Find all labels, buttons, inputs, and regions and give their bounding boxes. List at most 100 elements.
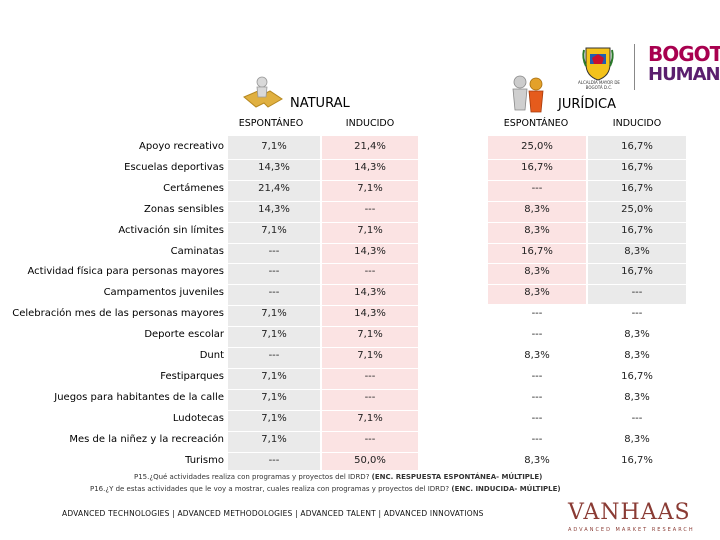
row-separator — [228, 367, 418, 369]
row-separator — [228, 200, 418, 202]
table-cell: 16,7% — [621, 141, 653, 152]
table-cell: 16,7% — [521, 161, 553, 173]
row-separator — [488, 305, 686, 307]
table-cell: 8,3% — [624, 391, 650, 403]
col-juridica-inducido: INDUCIDO — [612, 118, 662, 129]
note-p15: P15.¿Qué actividades realiza con program… — [134, 473, 543, 481]
bg-juridica-inducido — [588, 136, 686, 304]
row-label: Celebración mes de las personas mayores — [12, 308, 224, 320]
table-cell: --- — [268, 245, 280, 257]
row-separator — [228, 451, 418, 453]
row-separator — [488, 242, 686, 244]
table-cell: 16,7% — [621, 266, 653, 278]
row-label: Escuelas deportivas — [124, 161, 224, 173]
row-label: Juegos para habitantes de la calle — [54, 391, 224, 403]
table-cell: --- — [531, 308, 543, 320]
row-separator — [228, 179, 418, 181]
table-cell: 16,7% — [621, 454, 653, 466]
table-cell: 8,3% — [524, 203, 550, 215]
table-cell: --- — [364, 433, 376, 445]
table-cell: 7,1% — [261, 329, 287, 341]
table-cell: 21,4% — [354, 141, 386, 152]
table-cell: 16,7% — [621, 224, 653, 236]
seal-caption: ALCALDÍA MAYOR DE BOGOTÁ D.C. — [578, 80, 620, 90]
table-cell: 14,3% — [354, 161, 386, 173]
row-separator — [228, 305, 418, 307]
logo-divider — [634, 44, 635, 90]
row-label: Festiparques — [160, 370, 224, 382]
table-cell: 7,1% — [261, 433, 287, 445]
row-separator — [228, 242, 418, 244]
row-label: Certámenes — [163, 182, 224, 194]
group-natural-title: NATURAL — [290, 96, 350, 111]
table-cell: --- — [631, 308, 643, 320]
row-label: Zonas sensibles — [144, 203, 224, 215]
two-persons-icon — [512, 75, 544, 113]
row-label: Actividad física para personas mayores — [27, 266, 225, 278]
table-cell: 14,3% — [354, 245, 386, 257]
table-cell: --- — [531, 370, 543, 382]
row-separator — [488, 347, 686, 348]
table-cell: 7,1% — [357, 350, 383, 361]
row-separator — [488, 388, 686, 390]
table-cell: 8,3% — [524, 224, 550, 236]
table-cell: --- — [268, 350, 280, 361]
row-separator — [488, 409, 686, 411]
table-cell: 14,3% — [258, 161, 290, 173]
table-cell: 7,1% — [261, 391, 287, 403]
row-label: Activación sin límites — [118, 224, 224, 236]
row-label: Ludotecas — [172, 412, 224, 424]
row-label: Turismo — [185, 454, 224, 466]
table-cell: 7,1% — [357, 224, 383, 236]
row-label: Dunt — [199, 350, 224, 361]
table-cell: 7,1% — [261, 370, 287, 382]
row-label: Caminatas — [170, 245, 224, 257]
row-label: Mes de la niñez y la recreación — [69, 433, 224, 445]
table-cell: 14,3% — [258, 203, 290, 215]
footer-tagline: ADVANCED TECHNOLOGIES | ADVANCED METHODO… — [62, 509, 484, 518]
col-natural-inducido: INDUCIDO — [345, 118, 395, 129]
table-cell: --- — [268, 287, 280, 299]
table-cell: 16,7% — [621, 161, 653, 173]
brand-humana: HUMANA — [648, 64, 720, 85]
table-cell: --- — [268, 454, 280, 466]
table-cell: 7,1% — [261, 224, 287, 236]
table-cell: 25,0% — [621, 203, 653, 215]
row-separator — [228, 409, 418, 411]
table-cell: 7,1% — [261, 412, 287, 424]
table-cell: --- — [631, 287, 643, 299]
table-cell: 14,3% — [354, 308, 386, 320]
table-cell: --- — [531, 412, 543, 424]
row-separator — [228, 284, 418, 286]
row-separator — [488, 367, 686, 369]
row-separator — [228, 430, 418, 432]
bogota-seal-icon — [582, 47, 614, 81]
vanhaas-logo: VANHAAS — [568, 500, 691, 525]
table-cell: --- — [364, 370, 376, 382]
table-cell: 14,3% — [354, 287, 386, 299]
table-cell: 16,7% — [621, 370, 653, 382]
table-cell: --- — [531, 391, 543, 403]
table-cell: --- — [631, 412, 643, 424]
bg-natural-inducido — [322, 136, 418, 470]
table-cell: 7,1% — [357, 182, 383, 194]
table-cell: 8,3% — [624, 245, 650, 257]
table-cell: 8,3% — [524, 454, 550, 466]
row-separator — [228, 158, 418, 160]
table-cell: 7,1% — [261, 141, 287, 152]
table-cell: --- — [364, 266, 376, 278]
row-separator — [488, 179, 686, 181]
row-separator — [228, 347, 418, 348]
row-separator — [228, 221, 418, 223]
table-cell: 21,4% — [258, 182, 290, 194]
row-separator — [488, 326, 686, 328]
row-separator — [228, 326, 418, 328]
note-p16: P16.¿Y de estas actividades que le voy a… — [90, 485, 561, 493]
table-cell: --- — [531, 329, 543, 341]
table-cell: 8,3% — [524, 350, 550, 361]
row-separator — [488, 430, 686, 432]
row-separator — [488, 158, 686, 160]
row-separator — [488, 263, 686, 265]
table-cell: --- — [268, 266, 280, 278]
row-separator — [488, 451, 686, 453]
